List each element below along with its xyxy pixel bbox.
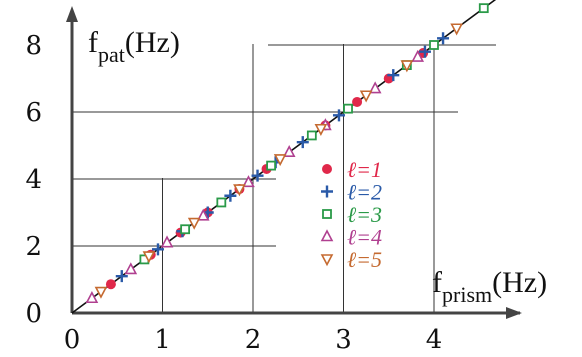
data-point	[196, 208, 210, 221]
legend-marker	[320, 254, 334, 267]
data-point	[242, 175, 255, 188]
tick-labels: 0 1 2 3 4 0 2 4 6 8	[25, 31, 442, 355]
data-point	[387, 69, 400, 82]
y-tick-label: 6	[25, 98, 42, 128]
legend-label: ℓ=1	[347, 157, 382, 182]
legend-item-4: ℓ=4	[320, 225, 382, 250]
legend-item-1: ℓ=1	[322, 157, 382, 182]
data-point	[352, 96, 363, 107]
legend-marker	[321, 185, 333, 198]
x-tick-label: 2	[245, 325, 262, 355]
data-point	[251, 169, 264, 182]
data-point	[296, 136, 309, 149]
data-point	[418, 45, 431, 58]
data-point	[437, 32, 450, 45]
data-point	[368, 81, 382, 94]
x-tick-label: 1	[154, 325, 171, 355]
y-axis-label-unit: (Hz)	[125, 26, 180, 59]
data-point	[429, 40, 439, 50]
legend-marker	[322, 209, 332, 219]
data-point	[94, 286, 108, 299]
data-point	[450, 23, 463, 36]
x-axis-label-sub: prism	[442, 282, 492, 307]
legend-label: ℓ=4	[347, 225, 382, 250]
y-tick-label: 8	[25, 31, 42, 61]
series-2	[115, 32, 450, 283]
data-point	[115, 270, 128, 283]
x-tick-label: 0	[64, 325, 81, 355]
legend-label: ℓ=5	[347, 247, 382, 272]
y-tick-label: 4	[25, 165, 42, 195]
data-point	[233, 184, 246, 197]
data-point	[216, 197, 227, 208]
legend-item-5: ℓ=5	[320, 247, 382, 272]
data-point	[273, 154, 287, 167]
data-point	[411, 49, 425, 62]
legend-label: ℓ=2	[347, 180, 382, 205]
grid	[72, 44, 496, 313]
legend-marker	[320, 229, 334, 242]
data-point	[180, 224, 191, 235]
x-axis-arrow	[506, 307, 522, 319]
data-point	[306, 130, 317, 141]
data-point	[85, 291, 99, 304]
series-4	[85, 49, 425, 304]
data-point	[187, 217, 201, 230]
y-axis-label: fpat(Hz)	[88, 26, 180, 67]
x-axis-label-unit: (Hz)	[492, 266, 547, 299]
legend-marker	[322, 164, 332, 174]
x-axis-label-main: f	[432, 266, 442, 299]
data-point	[343, 103, 353, 114]
data-point	[105, 279, 116, 290]
data-point	[359, 90, 373, 103]
data-point	[160, 235, 174, 248]
legend: ℓ=1ℓ=2ℓ=3ℓ=4ℓ=5	[320, 157, 382, 272]
data-point	[282, 144, 296, 157]
y-axis-label-main: f	[88, 26, 98, 59]
data-point	[124, 262, 138, 275]
x-tick-label: 4	[426, 325, 443, 355]
y-axis-arrow	[66, 6, 78, 22]
data-point	[478, 3, 489, 14]
y-tick-label: 2	[25, 232, 42, 262]
x-axis-label: fprism(Hz)	[432, 266, 547, 307]
x-tick-label: 3	[335, 325, 352, 355]
data-points	[85, 3, 489, 304]
data-point	[224, 189, 237, 202]
data-point	[332, 109, 345, 122]
legend-item-2: ℓ=2	[321, 180, 382, 205]
y-tick-label: 0	[25, 299, 42, 329]
data-point	[151, 243, 164, 256]
y-axis-label-sub: pat	[98, 42, 125, 67]
data-point	[266, 160, 277, 171]
legend-item-3: ℓ=3	[322, 202, 382, 227]
data-point	[142, 251, 156, 264]
data-point	[314, 123, 328, 136]
axes	[66, 6, 522, 319]
data-point	[400, 60, 414, 73]
legend-label: ℓ=3	[347, 202, 382, 227]
series-5	[94, 23, 463, 299]
